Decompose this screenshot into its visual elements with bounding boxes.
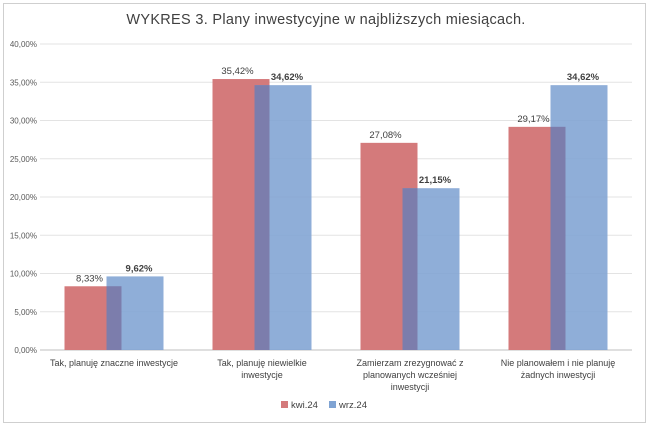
y-tick-label: 10,00% <box>10 270 37 279</box>
chart-title: WYKRES 3. Plany inwestycyjne w najbliższ… <box>126 12 526 28</box>
category-label: inwestycji <box>391 382 430 392</box>
legend-swatch <box>281 401 288 408</box>
legend-label: kwi.24 <box>291 400 318 411</box>
category-label: planowanych wcześniej <box>363 370 457 380</box>
bar-overlap <box>254 85 270 351</box>
category-label: Zamierzam zrezygnować z <box>356 358 464 368</box>
bar-overlap <box>106 286 122 350</box>
data-label: 8,33% <box>76 273 103 284</box>
data-label: 9,62% <box>126 263 153 274</box>
y-tick-label: 15,00% <box>10 231 37 240</box>
data-label: 34,62% <box>567 72 600 83</box>
y-tick-label: 40,00% <box>10 40 37 49</box>
data-label: 35,42% <box>221 66 254 77</box>
legend-swatch <box>329 401 336 408</box>
y-tick-label: 25,00% <box>10 155 37 164</box>
data-label: 34,62% <box>271 72 304 83</box>
category-label: inwestycje <box>241 370 283 380</box>
category-label: Tak, planuję niewielkie <box>217 358 307 368</box>
legend-label: wrz.24 <box>338 400 367 411</box>
data-label: 29,17% <box>517 114 550 125</box>
bar-overlap <box>402 188 418 350</box>
bar-overlap <box>550 126 566 350</box>
data-label: 27,08% <box>369 130 402 141</box>
y-tick-label: 20,00% <box>10 193 37 202</box>
y-tick-label: 30,00% <box>10 117 37 126</box>
category-label: Nie planowałem i nie planuję <box>501 358 616 368</box>
category-label: żadnych inwestycji <box>521 370 596 380</box>
category-label: Tak, planuję znaczne inwestycje <box>50 358 178 368</box>
y-tick-label: 0,00% <box>14 346 37 355</box>
data-label: 21,15% <box>419 175 452 186</box>
y-tick-label: 5,00% <box>14 308 37 317</box>
y-tick-label: 35,00% <box>10 78 37 87</box>
